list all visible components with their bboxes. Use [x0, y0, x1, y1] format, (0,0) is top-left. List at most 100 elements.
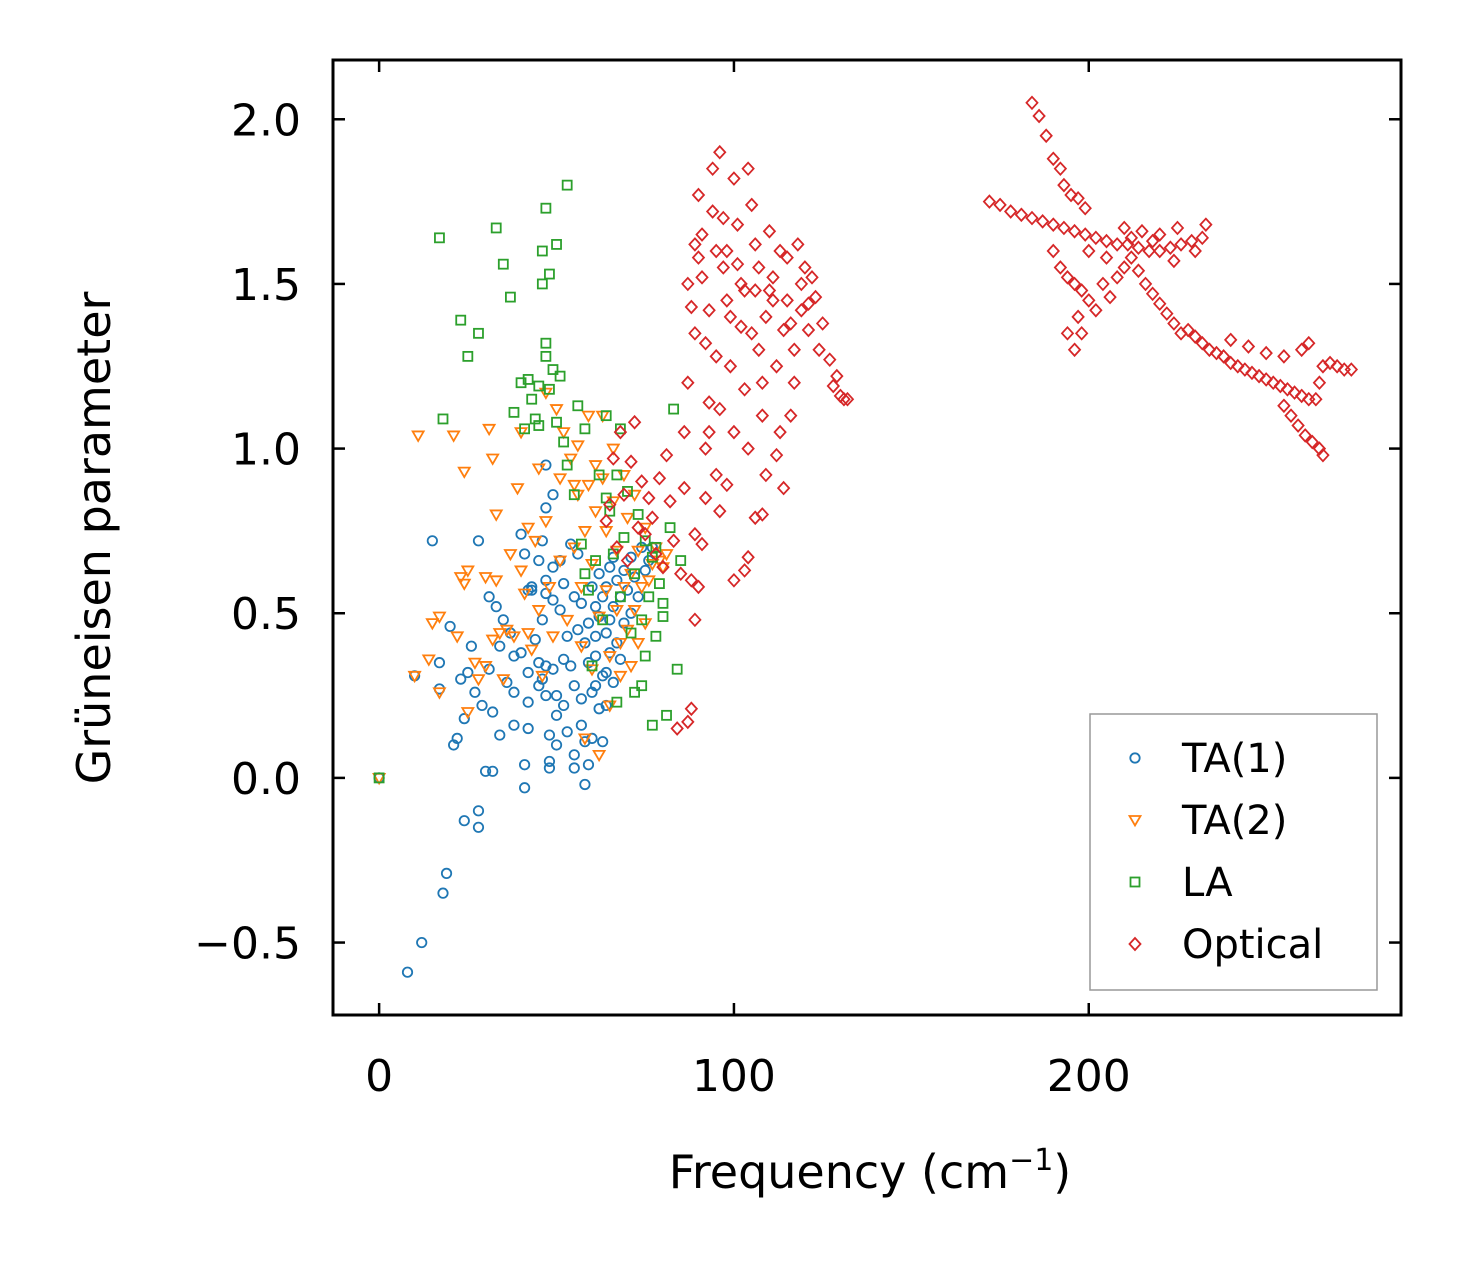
- data-point: [654, 578, 665, 590]
- data-point: [483, 591, 495, 603]
- data-point: [702, 302, 716, 318]
- data-point: [615, 423, 626, 435]
- data-point: [801, 322, 816, 338]
- legend-label: LA: [1182, 860, 1233, 906]
- data-point: [547, 561, 559, 573]
- data-point: [526, 393, 538, 405]
- data-point: [631, 637, 646, 651]
- data-point: [677, 480, 691, 496]
- data-point: [650, 541, 662, 553]
- data-point: [649, 546, 663, 562]
- data-point: [478, 572, 493, 585]
- data-point: [421, 654, 436, 667]
- data-point: [1199, 217, 1213, 232]
- data-point: [597, 591, 609, 603]
- data-point: [737, 381, 752, 397]
- data-point: [716, 260, 731, 275]
- data-point: [531, 605, 546, 618]
- data-point: [759, 467, 773, 483]
- data-point: [1312, 375, 1327, 391]
- data-point: [1241, 339, 1256, 354]
- data-point: [451, 732, 463, 744]
- data-point: [727, 424, 741, 440]
- data-point: [1071, 190, 1085, 206]
- data-point: [524, 644, 539, 657]
- data-point: [515, 528, 527, 540]
- data-point: [741, 549, 755, 565]
- data-point: [494, 729, 506, 741]
- data-point: [1170, 220, 1185, 236]
- legend-entry: Optical: [1128, 922, 1323, 968]
- legend-entry: LA: [1129, 860, 1233, 906]
- data-point: [411, 430, 426, 443]
- data-point: [1046, 217, 1060, 232]
- data-point: [561, 459, 573, 471]
- data-point: [1089, 302, 1103, 318]
- data-point: [709, 243, 723, 259]
- data-point: [1195, 335, 1210, 351]
- data-point: [1195, 230, 1210, 246]
- data-point: [616, 581, 632, 595]
- data-point: [553, 473, 568, 486]
- legend-label: TA(1): [1181, 736, 1287, 782]
- data-point: [579, 423, 591, 435]
- data-point: [642, 490, 656, 506]
- data-point: [462, 350, 474, 362]
- data-point: [543, 755, 556, 768]
- data-point: [766, 270, 780, 285]
- data-point: [720, 477, 734, 493]
- data-point: [1060, 270, 1075, 285]
- data-point: [540, 689, 552, 702]
- data-point: [1074, 325, 1089, 341]
- data-point: [533, 380, 545, 392]
- legend-label: Optical: [1182, 922, 1323, 968]
- data-point: [625, 627, 637, 639]
- data-point: [613, 637, 628, 651]
- data-point: [579, 778, 591, 791]
- data-point: [600, 410, 612, 422]
- y-tick-label: 1.5: [231, 260, 301, 311]
- data-point: [1145, 233, 1160, 249]
- data-point: [575, 538, 587, 550]
- data-point: [510, 483, 525, 496]
- data-point: [773, 243, 787, 259]
- y-axis-label: Grüneisen parameter: [67, 291, 121, 784]
- data-point: [1110, 270, 1124, 285]
- data-point: [766, 293, 780, 308]
- data-point: [549, 404, 564, 417]
- data-point: [661, 709, 672, 721]
- data-point: [583, 584, 594, 596]
- data-point: [776, 480, 791, 496]
- data-point: [702, 424, 716, 440]
- data-point: [755, 408, 770, 423]
- data-point: [727, 171, 741, 186]
- legend-label: TA(2): [1181, 798, 1287, 844]
- data-point: [533, 554, 545, 567]
- data-point: [581, 479, 596, 493]
- data-point: [476, 699, 488, 712]
- series-ta-2: [372, 387, 674, 786]
- data-point: [611, 696, 623, 708]
- data-point: [769, 447, 784, 463]
- data-point: [1188, 243, 1202, 259]
- data-point: [446, 430, 461, 443]
- data-point: [1117, 260, 1131, 275]
- data-point: [695, 536, 709, 552]
- data-point: [597, 736, 609, 748]
- data-point: [1142, 243, 1156, 259]
- data-point: [479, 765, 492, 777]
- data-point: [499, 624, 514, 638]
- data-point: [620, 512, 635, 526]
- data-point: [551, 239, 562, 250]
- data-point: [473, 327, 484, 339]
- data-point: [1277, 398, 1291, 414]
- data-point: [536, 245, 548, 257]
- data-point: [581, 410, 596, 423]
- data-point: [1280, 381, 1295, 397]
- data-point: [604, 505, 616, 517]
- data-point: [734, 319, 748, 335]
- data-point: [536, 278, 548, 290]
- data-point: [469, 686, 481, 698]
- data-point: [1057, 220, 1071, 236]
- data-point: [666, 533, 681, 549]
